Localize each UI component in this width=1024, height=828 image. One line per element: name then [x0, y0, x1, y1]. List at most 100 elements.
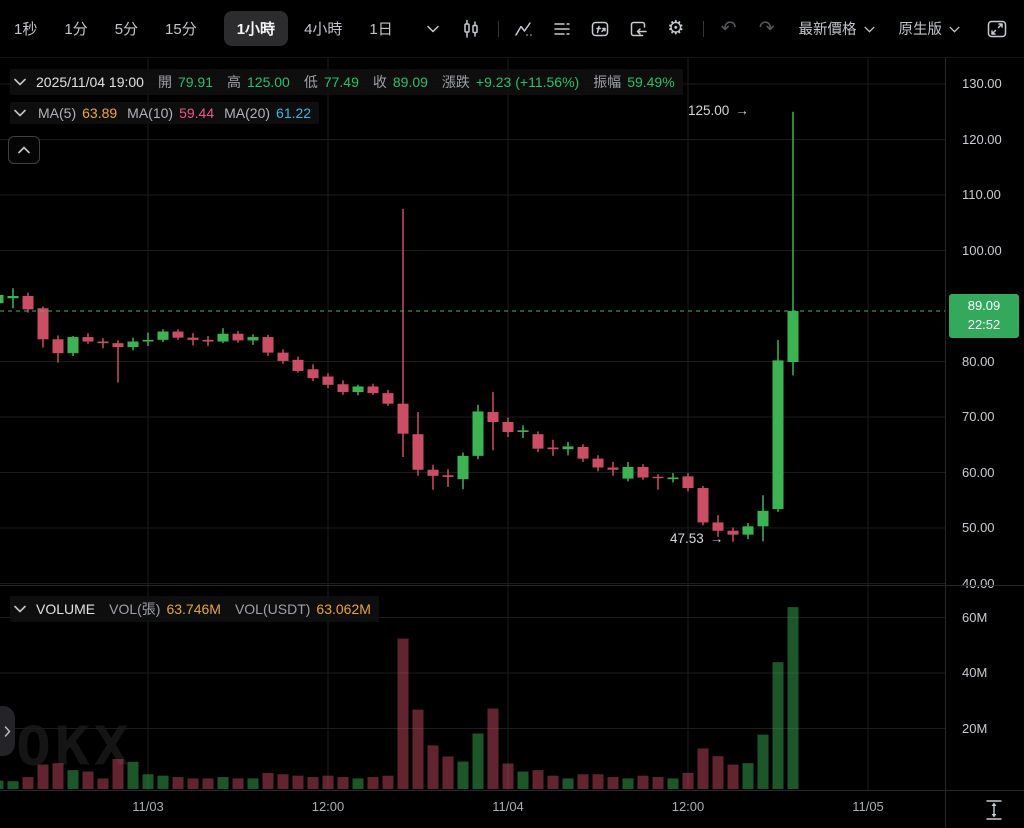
volume-bar: [757, 734, 769, 789]
undo-icon[interactable]: ↶: [720, 18, 737, 39]
volume-bar: [712, 756, 724, 789]
time-axis-separator: [0, 790, 1024, 791]
version-dropdown[interactable]: 原生版: [899, 18, 961, 39]
volume-bar: [7, 781, 19, 789]
timeframe-more-chevron-icon[interactable]: [420, 16, 446, 42]
candle-body: [727, 530, 739, 535]
volume-bar: [232, 778, 244, 789]
volume-bar: [247, 778, 259, 789]
candle-body: [322, 376, 334, 385]
volume-bar: [67, 770, 79, 789]
candle-body: [217, 333, 229, 342]
time-axis[interactable]: 11/03 12:00 11/04 12:00 11/05: [0, 790, 1024, 828]
volume-series: [0, 607, 799, 789]
price-axis-tick: 60.00: [962, 464, 995, 480]
candle-body: [22, 296, 34, 310]
candle-body: [292, 359, 304, 371]
chevron-down-icon: [863, 21, 875, 37]
candle-body: [637, 466, 649, 478]
timeframe-button-4小時[interactable]: 4小時: [304, 21, 343, 38]
ohlc-field-label: 高: [227, 74, 241, 90]
candlestick-style-icon[interactable]: [458, 16, 484, 42]
candle-body: [502, 421, 514, 432]
volume-axis-tick: 60M: [962, 609, 988, 625]
volume-bar: [367, 777, 379, 789]
candlestick-series: [0, 111, 799, 542]
timeframe-button-1分[interactable]: 1分: [64, 21, 88, 38]
volume-bar: [742, 763, 754, 789]
volume-bar: [472, 733, 484, 789]
collapse-panel-button[interactable]: [8, 136, 40, 164]
volume-title: VOLUME: [36, 601, 96, 617]
volume-bar: [172, 777, 184, 789]
redo-icon[interactable]: ↷: [758, 18, 775, 39]
formula-icon[interactable]: [587, 16, 613, 42]
price-axis-separator: [945, 58, 946, 828]
volume-bar: [532, 770, 544, 789]
ohlc-field-label: 收: [372, 74, 387, 90]
timeframe-button-15分[interactable]: 15分: [165, 21, 197, 38]
ohlc-field-value: 77.49: [323, 74, 359, 90]
ma-value: 59.44: [179, 105, 215, 121]
timeframe-group: 1秒 1分 5分 15分 1小時 4小時 1日: [14, 11, 420, 46]
candle-body: [622, 466, 634, 479]
volume-bar: [652, 777, 664, 789]
chevron-down-icon[interactable]: [14, 75, 28, 89]
volume-bar: [487, 708, 499, 789]
candle-body: [307, 369, 319, 379]
candle-body: [457, 455, 469, 480]
volume-bar: [592, 774, 604, 789]
chevron-down-icon[interactable]: [14, 602, 28, 616]
auto-fit-scale-icon[interactable]: [978, 796, 1010, 824]
candle-body: [742, 526, 754, 535]
price-axis-tick: 70.00: [962, 409, 995, 424]
candle-body: [757, 510, 769, 527]
volume-bar: [262, 772, 274, 789]
time-axis-tick: 11/05: [852, 799, 884, 814]
time-axis-tick: 12:00: [671, 799, 705, 814]
candle-datetime: 2025/11/04 19:00: [36, 74, 144, 90]
price-axis-tick: 50.00: [962, 520, 995, 535]
candle-body: [52, 339, 64, 354]
ohlc-field-label: 漲跌: [441, 74, 470, 90]
last-price-badge[interactable]: 89.09 22:52: [949, 294, 1019, 338]
volume-bar: [37, 764, 49, 789]
timeframe-button-1日[interactable]: 1日: [369, 21, 393, 38]
candle-body: [202, 339, 214, 342]
volume-bar: [322, 775, 334, 789]
volume-bar: [52, 763, 64, 789]
candle-body: [127, 341, 139, 348]
ma-info-bar: MA(5) 63.89 MA(10) 59.44 MA(20) 61.22: [10, 102, 320, 124]
timeframe-button-5分[interactable]: 5分: [114, 21, 139, 38]
candle-body: [532, 434, 544, 449]
volume-bar: [622, 778, 634, 789]
candle-body: [262, 337, 274, 353]
volume-bar: [442, 756, 454, 789]
ohlc-field-value: 125.00: [247, 74, 290, 90]
candle-body: [37, 308, 49, 340]
settings-gear-icon[interactable]: ⚙: [667, 18, 685, 39]
price-axis-tick: 120.00: [962, 131, 1002, 147]
side-panel-expander[interactable]: [0, 706, 15, 756]
candle-body: [652, 476, 664, 479]
pane-separator[interactable]: [0, 585, 1024, 586]
price-axis-tick: 130.00: [962, 76, 1002, 91]
arrow-right-icon: →: [709, 531, 724, 546]
timeframe-button-1秒[interactable]: 1秒: [14, 21, 38, 38]
volume-bar: [772, 662, 784, 789]
candle-body: [337, 384, 349, 393]
indicators-icon[interactable]: [511, 16, 537, 42]
fullscreen-icon[interactable]: [984, 16, 1010, 42]
save-layout-icon[interactable]: [625, 16, 651, 42]
indicator-list-icon[interactable]: [549, 16, 575, 42]
timeframe-button-1小時[interactable]: 1小時: [223, 11, 289, 46]
chevron-down-icon[interactable]: [14, 106, 28, 120]
price-axis[interactable]: 130.00 120.00 110.00 100.00 80.00 70.00 60.00 5…: [945, 58, 1024, 790]
chart-canvas[interactable]: [0, 58, 945, 790]
price-mode-dropdown[interactable]: 最新價格: [799, 18, 875, 39]
candle-body: [397, 403, 409, 434]
volume-bar: [202, 778, 214, 789]
volume-bar: [382, 775, 394, 789]
candle-body: [7, 296, 19, 299]
price-axis-tick: 100.00: [962, 242, 1002, 258]
